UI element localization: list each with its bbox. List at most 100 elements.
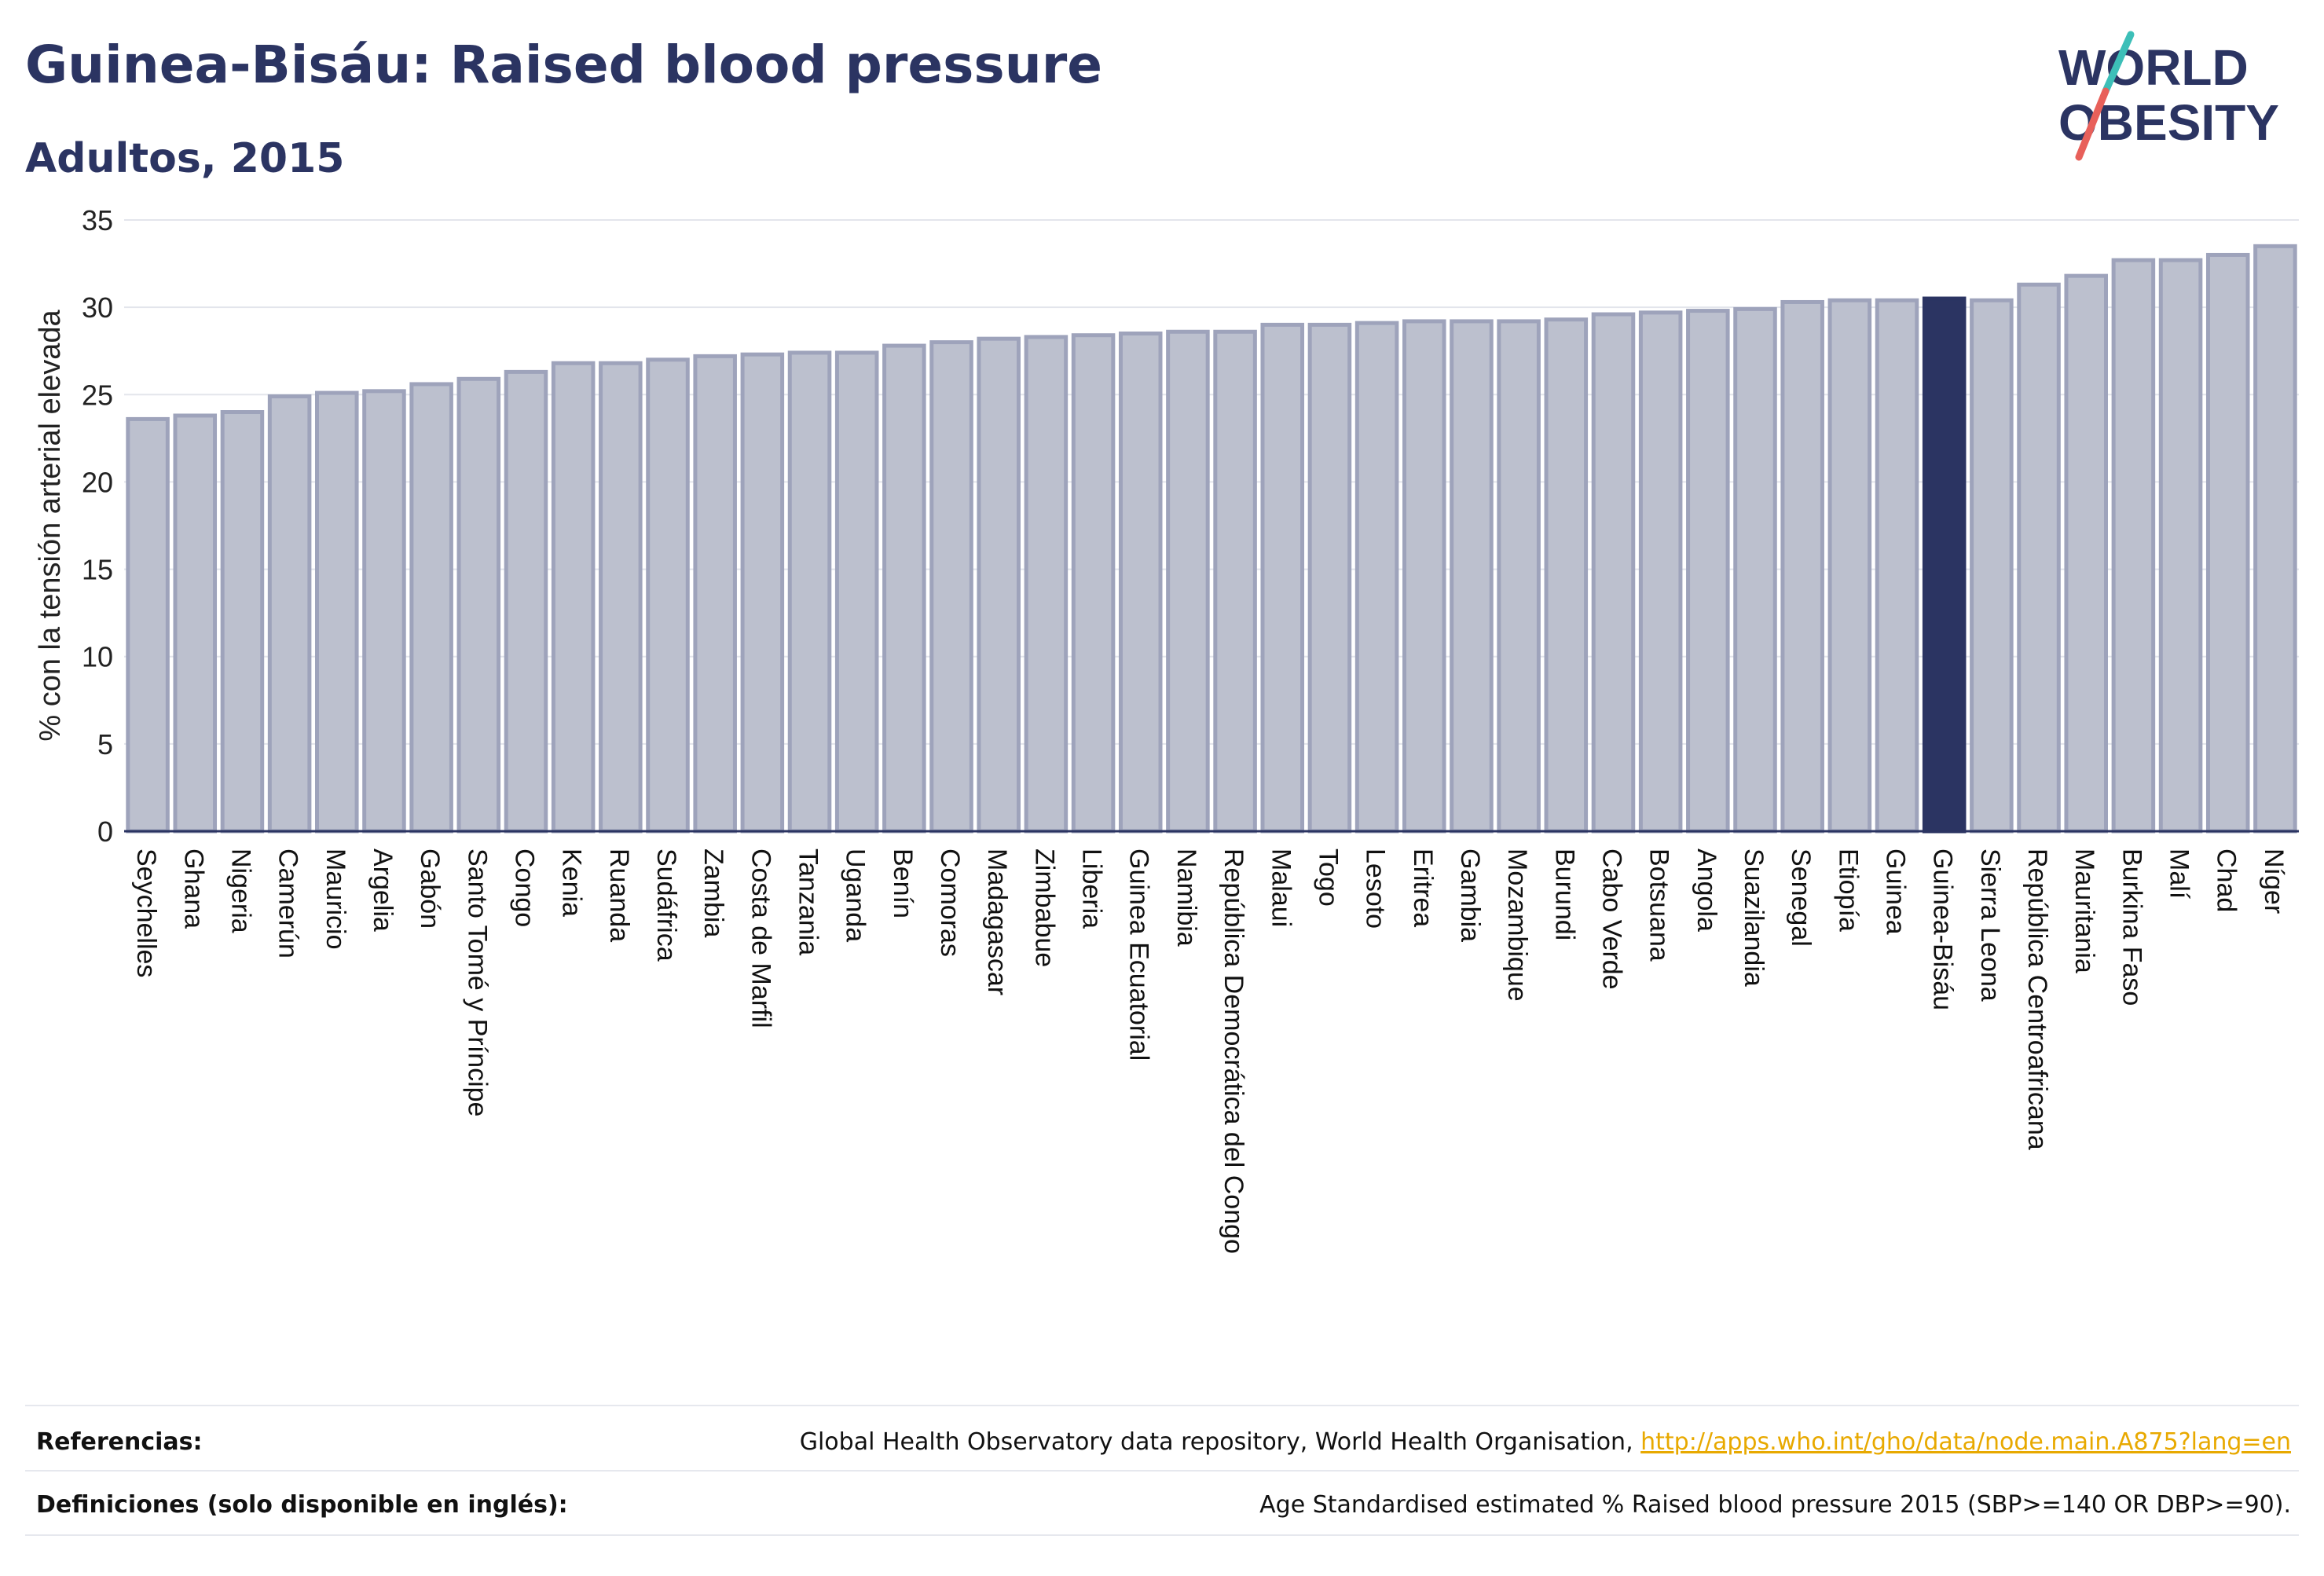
x-tick-label: Santo Tomé y Príncipe	[462, 848, 492, 1116]
bar[interactable]	[929, 340, 973, 834]
bar[interactable]	[2205, 252, 2250, 834]
bar[interactable]	[1780, 299, 1824, 834]
x-tick-label: Tanzania	[794, 848, 823, 955]
x-tick-label: Uganda	[841, 848, 871, 942]
bar[interactable]	[1970, 298, 2014, 834]
x-tick-label: Lesoto	[1361, 848, 1391, 929]
bar[interactable]	[1354, 321, 1399, 834]
x-tick-label: Guinea Ecuatorial	[1124, 848, 1154, 1061]
x-tick-label: Suazilandia	[1739, 848, 1769, 987]
bar[interactable]	[977, 336, 1021, 834]
x-tick-label: Mauritania	[2069, 848, 2099, 973]
bar[interactable]	[315, 390, 359, 834]
y-tick-label: 30	[82, 291, 113, 324]
bar[interactable]	[220, 410, 265, 834]
x-tick-label: Senegal	[1786, 848, 1816, 947]
logo-slash-bottom	[2075, 87, 2110, 161]
y-tick-label: 10	[82, 641, 113, 673]
y-tick-label: 15	[82, 554, 113, 586]
x-tick-label: Sudáfrica	[651, 848, 681, 962]
bar[interactable]	[1166, 329, 1210, 834]
x-tick-label: Eritrea	[1408, 848, 1438, 927]
x-tick-label: Gambia	[1455, 848, 1485, 942]
bar[interactable]	[1118, 331, 1163, 834]
bar[interactable]	[551, 361, 596, 834]
x-tick-label: Malaui	[1266, 848, 1296, 927]
bar[interactable]	[1402, 319, 1446, 834]
logo-line-1: WORLD	[2058, 39, 2249, 96]
x-tick-label: Gabón	[415, 848, 445, 929]
x-tick-label: Nigeria	[225, 848, 255, 933]
bar[interactable]	[267, 394, 312, 834]
x-tick-label: Guinea-Bisáu	[1928, 848, 1958, 1010]
bar[interactable]	[1638, 310, 1683, 834]
bar[interactable]	[2064, 273, 2108, 834]
x-tick-label: Liberia	[1077, 848, 1107, 929]
bar[interactable]	[1024, 335, 1069, 834]
bar[interactable]	[693, 354, 737, 834]
y-tick-label: 25	[82, 379, 113, 411]
x-tick-label: Angola	[1692, 848, 1721, 932]
bar[interactable]	[2253, 244, 2297, 834]
x-tick-label: Guinea	[1881, 848, 1911, 935]
bar[interactable]	[1827, 298, 1872, 834]
references-link[interactable]: http://apps.who.int/gho/data/node.main.A…	[1640, 1428, 2291, 1456]
chart-title: Guinea-Bisáu: Raised blood pressure	[25, 35, 1103, 95]
x-tick-label: Comoras	[935, 848, 965, 957]
bar-highlighted[interactable]	[1922, 296, 1967, 834]
bar[interactable]	[504, 369, 548, 834]
x-tick-label: Benín	[888, 848, 918, 918]
bar[interactable]	[1307, 322, 1352, 834]
world-obesity-logo[interactable]: WORLD OBESITY	[2043, 16, 2310, 173]
bar[interactable]	[740, 352, 785, 834]
bar[interactable]	[409, 382, 453, 834]
bar[interactable]	[787, 350, 832, 834]
bar[interactable]	[1260, 322, 1305, 834]
bar[interactable]	[1071, 333, 1116, 834]
x-tick-label: República Centroafricana	[2022, 848, 2052, 1150]
bar[interactable]	[173, 413, 218, 834]
logo-slash-top	[2102, 31, 2135, 95]
bar[interactable]	[1875, 298, 1919, 834]
x-tick-label: Chad	[2212, 848, 2242, 912]
bar[interactable]	[2017, 282, 2061, 834]
x-tick-label: Burundi	[1549, 848, 1579, 940]
x-tick-label: Etiopía	[1833, 848, 1863, 932]
x-tick-label: Malí	[2165, 848, 2194, 900]
footer-divider-bottom	[25, 1534, 2299, 1536]
bar[interactable]	[1733, 306, 1777, 834]
bar[interactable]	[1497, 319, 1541, 834]
references-label: Referencias:	[36, 1428, 203, 1456]
bar[interactable]	[646, 357, 690, 834]
bar[interactable]	[456, 376, 501, 834]
x-tick-label: Ruanda	[604, 848, 634, 942]
bar[interactable]	[362, 389, 406, 834]
x-tick-label: Seychelles	[131, 848, 161, 977]
bar[interactable]	[1450, 319, 1494, 834]
bar[interactable]	[1686, 309, 1730, 834]
x-tick-label: Botsuana	[1644, 848, 1674, 962]
references-text: Global Health Observatory data repositor…	[799, 1428, 1641, 1456]
x-tick-label: Zimbabue	[1029, 848, 1059, 967]
bar[interactable]	[2158, 258, 2203, 834]
x-tick-label: Namibia	[1171, 848, 1201, 947]
bar[interactable]	[126, 416, 170, 834]
definitions-label: Definiciones (solo disponible en inglés)…	[36, 1491, 568, 1519]
bar[interactable]	[599, 361, 643, 834]
bar-chart: 0 5 10 15 20 25 30 35 Seychelles Ghana Nigeria Cam…	[34, 204, 2299, 1254]
bar[interactable]	[834, 350, 879, 834]
x-tick-label: Zambia	[698, 848, 728, 937]
footer-divider-top	[25, 1405, 2299, 1406]
x-tick-label: Camerún	[273, 848, 303, 958]
x-tick-label: Costa de Marfil	[746, 848, 775, 1028]
bar[interactable]	[1591, 312, 1636, 834]
y-axis-label: % con la tensión arterial elevada	[34, 310, 67, 742]
x-tick-label: Togo	[1313, 848, 1343, 907]
chart-subtitle: Adultos, 2015	[25, 135, 345, 182]
bar[interactable]	[882, 343, 926, 834]
bar[interactable]	[2111, 258, 2156, 834]
bar[interactable]	[1544, 317, 1589, 834]
bar[interactable]	[1213, 329, 1257, 834]
references-value: Global Health Observatory data repositor…	[800, 1428, 2291, 1456]
x-tick-label: República Democrática del Congo	[1219, 848, 1248, 1254]
